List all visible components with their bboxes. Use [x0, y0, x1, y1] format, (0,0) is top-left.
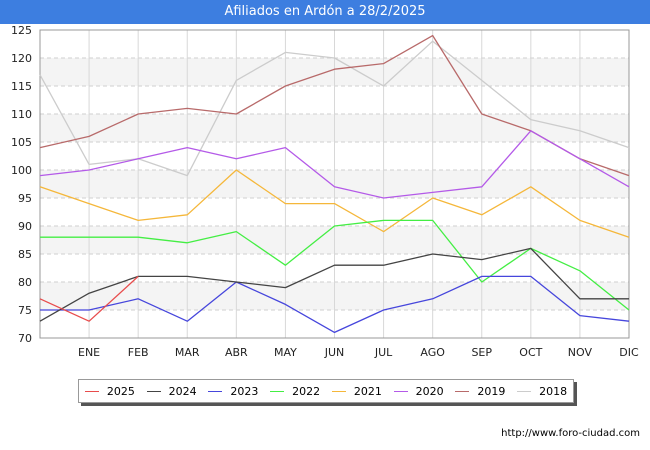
x-tick-label: JUL — [374, 346, 393, 359]
legend-label: 2025 — [106, 384, 135, 398]
y-tick-label: 120 — [11, 52, 32, 65]
legend-item-2022: 2022 — [270, 385, 320, 398]
legend-swatch — [517, 390, 532, 392]
legend-swatch — [208, 390, 223, 392]
y-tick-label: 80 — [18, 276, 32, 289]
legend-swatch — [146, 390, 161, 392]
legend-item-2019: 2019 — [455, 385, 505, 398]
y-tick-label: 85 — [18, 248, 32, 261]
series-line-2023 — [40, 275, 630, 334]
legend-item-2024: 2024 — [146, 384, 197, 398]
x-tick-label: FEB — [128, 346, 149, 359]
x-tick-label: ABR — [225, 346, 248, 359]
x-tick-label: MAY — [274, 346, 297, 359]
series-line-2021 — [39, 169, 630, 238]
x-tick-label: NOV — [568, 346, 593, 359]
legend-item-2021: 2021 — [331, 384, 382, 398]
x-tick-label: AGO — [420, 346, 445, 359]
y-tick-label: 90 — [18, 220, 32, 233]
legend: 2025 2024 2023 2022 2021 2020 2019 2018 — [78, 379, 574, 403]
y-tick-label: 100 — [11, 164, 32, 177]
y-tick-label: 110 — [11, 108, 32, 121]
legend-label: 2020 — [415, 384, 444, 398]
legend-label: 2019 — [477, 384, 506, 398]
legend-swatch — [393, 390, 408, 392]
y-tick-label: 125 — [11, 24, 32, 37]
chart-title: Afiliados en Ardón a 28/2/2025 — [0, 0, 650, 24]
legend-swatch — [84, 390, 99, 392]
y-tick-label: 105 — [11, 136, 32, 149]
x-tick-label: ENE — [78, 346, 100, 359]
plot-frame — [39, 29, 630, 339]
series-line-2020 — [39, 130, 630, 199]
y-tick-label: 70 — [18, 332, 32, 345]
legend-swatch — [270, 390, 285, 392]
legend-swatch — [331, 390, 346, 392]
legend-label: 2024 — [168, 384, 197, 398]
legend-label: 2023 — [230, 384, 259, 398]
legend-label: 2022 — [292, 384, 321, 398]
series-line-2025 — [39, 275, 139, 322]
y-tick-label: 95 — [18, 192, 32, 205]
legend-label: 2018 — [539, 384, 568, 398]
legend-item-2025: 2025 — [84, 384, 135, 398]
y-tick-label: 75 — [18, 304, 32, 317]
y-tick-label: 115 — [11, 80, 32, 93]
x-tick-label: DIC — [619, 346, 639, 359]
x-tick-label: OCT — [519, 346, 542, 359]
legend-label: 2021 — [353, 384, 382, 398]
source-credit: http://www.foro-ciudad.com — [501, 428, 640, 439]
legend-swatch — [455, 390, 470, 392]
legend-item-2023: 2023 — [208, 385, 258, 398]
x-tick-label: JUN — [324, 346, 345, 359]
x-tick-label: SEP — [471, 346, 492, 359]
legend-item-2020: 2020 — [393, 384, 444, 398]
x-tick-label: MAR — [175, 346, 200, 359]
legend-item-2018: 2018 — [517, 385, 567, 398]
